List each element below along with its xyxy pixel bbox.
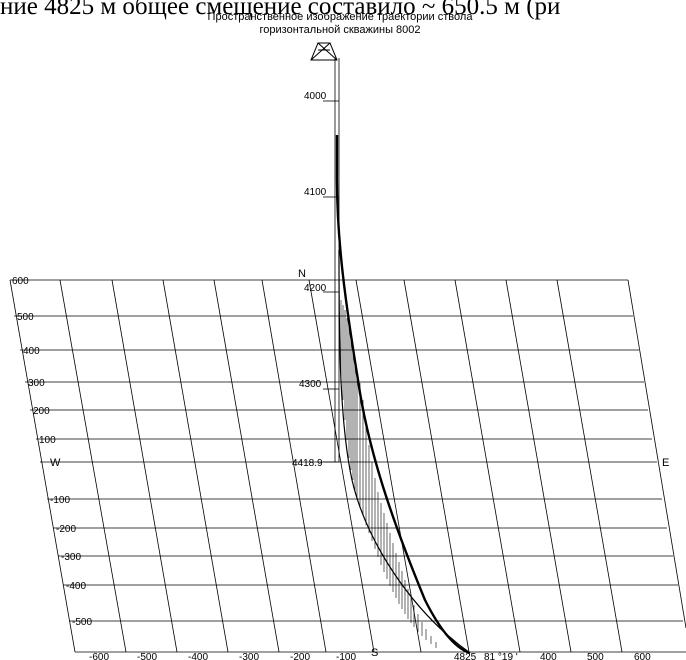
grid-col-100 [355,279,422,653]
ew-label-neg400: -400 [188,652,208,660]
grid-col-400 [505,279,572,653]
compass-south: S [371,647,378,659]
grid-col-neg300 [162,279,229,653]
grid-col-neg600 [9,279,76,653]
ew-label-neg600: -600 [89,652,109,660]
ns-tick-labels: 600 500 400 300 200 100 -100 -200 -300 -… [12,276,92,628]
azimuth-label: 81 °19 ' [484,652,518,660]
ns-label-neg200: -200 [56,524,76,535]
trajectory-3d-curve [335,135,471,655]
depth-label-4200: 4200 [304,283,327,294]
compass-east: E [662,457,669,469]
ns-label-200: 200 [33,406,50,417]
ns-label-neg100: -100 [50,495,70,506]
ns-label-500: 500 [17,312,34,323]
ew-label-400: 400 [540,652,557,660]
ns-label-neg400: -400 [66,581,86,592]
figure-title: Пространственное изображение траектории … [170,11,510,37]
ew-label-neg500: -500 [137,652,157,660]
ns-label-100: 100 [39,435,56,446]
grid-col-500 [556,279,623,653]
grid-col-neg200 [213,279,280,653]
title-line-2: горизонтальной скважины 8002 [259,24,421,36]
trajectory-projection-curve [338,249,471,654]
vertical-grid [9,279,686,653]
depth-axis [323,58,340,463]
depth-label-4100: 4100 [304,187,327,198]
grid-col-0 [308,279,375,653]
ew-label-500: 500 [587,652,604,660]
cut-text-line: ние 4825 м общее смещение составило ~ 65… [0,0,561,20]
grid-col-300 [454,279,521,653]
compass-west: W [50,457,61,469]
ew-label-neg200: -200 [290,652,310,660]
grid-col-neg100 [261,279,327,653]
grid-col-neg400 [111,279,178,653]
horizontal-grid [10,279,686,653]
depth-label-4000: 4000 [304,91,327,102]
ns-label-neg500: -500 [72,617,92,628]
ew-label-neg100: -100 [336,652,356,660]
ns-label-300: 300 [28,378,45,389]
ew-label-neg300: -300 [239,652,259,660]
compass-labels: N S W E [50,268,669,659]
title-line-1: Пространственное изображение траектории … [207,11,473,23]
grid-col-200 [403,279,470,653]
ns-label-400: 400 [23,346,40,357]
depth-label-4418: 4418.9 [292,458,323,469]
compass-north: N [298,268,306,280]
ns-label-600: 600 [12,276,29,287]
ew-tick-labels: -600 -500 -400 -300 -200 -100 400 500 60… [89,652,651,660]
projection-hatching [340,300,437,648]
ew-label-600: 600 [634,652,651,660]
ns-label-neg300: -300 [61,552,81,563]
depth-labels: 4000 4100 4200 4300 4418.9 [292,91,327,469]
depth-label-4300: 4300 [299,379,322,390]
grid-col-600 [627,279,686,629]
bottom-depth-label: 4825 [454,652,477,660]
grid-col-neg500 [59,279,127,653]
derrick-icon [310,42,338,61]
